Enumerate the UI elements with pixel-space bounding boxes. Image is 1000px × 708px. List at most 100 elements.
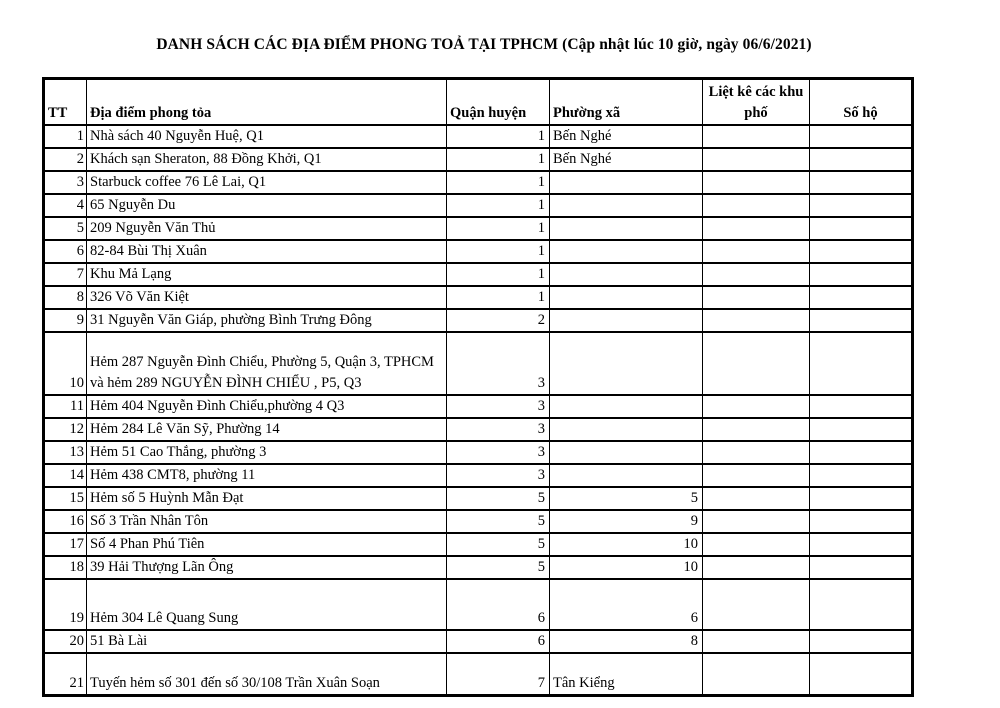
cell-quan-huyen: 3 (446, 393, 550, 419)
cell-quan-huyen: 3 (446, 330, 550, 396)
cell-dia-diem: 326 Võ Văn Kiệt (86, 284, 447, 310)
cell-so-ho (809, 238, 913, 264)
table-row: 9 31 Nguyễn Văn Giáp, phường Bình Trưng Đ… (43, 307, 913, 333)
cell-so-ho (809, 416, 913, 442)
cell-dia-diem: Tuyến hẻm số 301 đến số 30/108 Trần Xuân… (86, 651, 447, 697)
cell-phuong-xa (549, 462, 703, 488)
cell-quan-huyen: 3 (446, 439, 550, 465)
cell-tt: 3 (43, 169, 87, 195)
cell-quan-huyen: 1 (446, 284, 550, 310)
cell-quan-huyen: 1 (446, 146, 550, 172)
cell-tt: 4 (43, 192, 87, 218)
cell-quan-huyen: 3 (446, 416, 550, 442)
cell-quan-huyen: 7 (446, 651, 550, 697)
cell-phuong-xa: Tân Kiểng (549, 651, 703, 697)
cell-quan-huyen: 1 (446, 215, 550, 241)
cell-tt: 13 (43, 439, 87, 465)
cell-quan-huyen: 5 (446, 554, 550, 580)
cell-khu-pho (702, 628, 810, 654)
cell-so-ho (809, 508, 913, 534)
cell-khu-pho (702, 330, 810, 396)
page-title: DANH SÁCH CÁC ĐỊA ĐIỂM PHONG TOẢ TẠI TPH… (156, 36, 812, 53)
cell-khu-pho (702, 261, 810, 287)
cell-quan-huyen: 1 (446, 192, 550, 218)
table-row: 12 Hẻm 284 Lê Văn Sỹ, Phường 14 3 (43, 416, 913, 442)
table-row: 14 Hẻm 438 CMT8, phường 11 3 (43, 462, 913, 488)
cell-khu-pho (702, 577, 810, 631)
cell-dia-diem: Hẻm 404 Nguyễn Đình Chiểu,phường 4 Q3 (86, 393, 447, 419)
table-row: 11 Hẻm 404 Nguyễn Đình Chiểu,phường 4 Q3 3 (43, 393, 913, 419)
cell-quan-huyen: 5 (446, 508, 550, 534)
cell-dia-diem: Số 3 Trần Nhân Tôn (86, 508, 447, 534)
cell-dia-diem: Hẻm 304 Lê Quang Sung (86, 577, 447, 631)
table-row: 21 Tuyến hẻm số 301 đến số 30/108 Trần Xu… (43, 651, 913, 697)
column-header-phuong-xa: Phường xã (549, 77, 703, 126)
cell-tt: 1 (43, 123, 87, 149)
table-row: 10 Hẻm 287 Nguyễn Đình Chiểu, Phường 5, Q… (43, 330, 913, 396)
cell-tt: 5 (43, 215, 87, 241)
cell-khu-pho (702, 462, 810, 488)
cell-khu-pho (702, 215, 810, 241)
cell-khu-pho (702, 439, 810, 465)
column-header-tt: TT (43, 77, 87, 126)
cell-so-ho (809, 192, 913, 218)
cell-dia-diem: 65 Nguyễn Du (86, 192, 447, 218)
cell-khu-pho (702, 485, 810, 511)
cell-tt: 9 (43, 307, 87, 333)
table-row: 15 Hẻm số 5 Huỳnh Mẫn Đạt 5 5 (43, 485, 913, 511)
cell-khu-pho (702, 284, 810, 310)
cell-so-ho (809, 485, 913, 511)
cell-tt: 21 (43, 651, 87, 697)
cell-phuong-xa (549, 169, 703, 195)
table-row: 8 326 Võ Văn Kiệt 1 (43, 284, 913, 310)
cell-khu-pho (702, 169, 810, 195)
cell-dia-diem: 82-84 Bùi Thị Xuân (86, 238, 447, 264)
cell-dia-diem: 209 Nguyễn Văn Thủ (86, 215, 447, 241)
table-row: 18 39 Hải Thượng Lãn Ông 5 10 (43, 554, 913, 580)
cell-phuong-xa (549, 330, 703, 396)
column-header-so-ho: Số hộ (809, 77, 913, 126)
cell-so-ho (809, 330, 913, 396)
cell-phuong-xa: Bến Nghé (549, 123, 703, 149)
cell-tt: 19 (43, 577, 87, 631)
cell-tt: 11 (43, 393, 87, 419)
cell-so-ho (809, 393, 913, 419)
cell-tt: 8 (43, 284, 87, 310)
cell-so-ho (809, 577, 913, 631)
title-container: DANH SÁCH CÁC ĐỊA ĐIỂM PHONG TOẢ TẠI TPH… (42, 36, 926, 54)
cell-phuong-xa (549, 284, 703, 310)
cell-phuong-xa (549, 215, 703, 241)
cell-tt: 12 (43, 416, 87, 442)
cell-so-ho (809, 651, 913, 697)
cell-phuong-xa (549, 261, 703, 287)
cell-quan-huyen: 1 (446, 261, 550, 287)
cell-dia-diem: 31 Nguyễn Văn Giáp, phường Bình Trưng Đô… (86, 307, 447, 333)
table-row: 5 209 Nguyễn Văn Thủ 1 (43, 215, 913, 241)
cell-khu-pho (702, 393, 810, 419)
cell-khu-pho (702, 508, 810, 534)
table-row: 7 Khu Mả Lạng 1 (43, 261, 913, 287)
table-row: 6 82-84 Bùi Thị Xuân 1 (43, 238, 913, 264)
cell-phuong-xa: 5 (549, 485, 703, 511)
table-header: TT Địa điểm phong tỏa Quận huyện Phường xã L… (43, 77, 913, 126)
cell-so-ho (809, 307, 913, 333)
cell-khu-pho (702, 651, 810, 697)
column-header-dia-diem: Địa điểm phong tỏa (86, 77, 447, 126)
table-row: 16 Số 3 Trần Nhân Tôn 5 9 (43, 508, 913, 534)
cell-so-ho (809, 146, 913, 172)
cell-phuong-xa (549, 238, 703, 264)
cell-khu-pho (702, 531, 810, 557)
cell-tt: 16 (43, 508, 87, 534)
cell-dia-diem: Hẻm 51 Cao Thắng, phường 3 (86, 439, 447, 465)
cell-dia-diem: Nhà sách 40 Nguyễn Huệ, Q1 (86, 123, 447, 149)
table-row: 2 Khách sạn Sheraton, 88 Đồng Khởi, Q1 1 Bế… (43, 146, 913, 172)
cell-khu-pho (702, 238, 810, 264)
column-header-khu-pho: Liệt kê các khu phố (702, 77, 810, 126)
cell-tt: 15 (43, 485, 87, 511)
cell-tt: 18 (43, 554, 87, 580)
cell-quan-huyen: 6 (446, 628, 550, 654)
table-row: 1 Nhà sách 40 Nguyễn Huệ, Q1 1 Bến Nghé (43, 123, 913, 149)
cell-quan-huyen: 6 (446, 577, 550, 631)
